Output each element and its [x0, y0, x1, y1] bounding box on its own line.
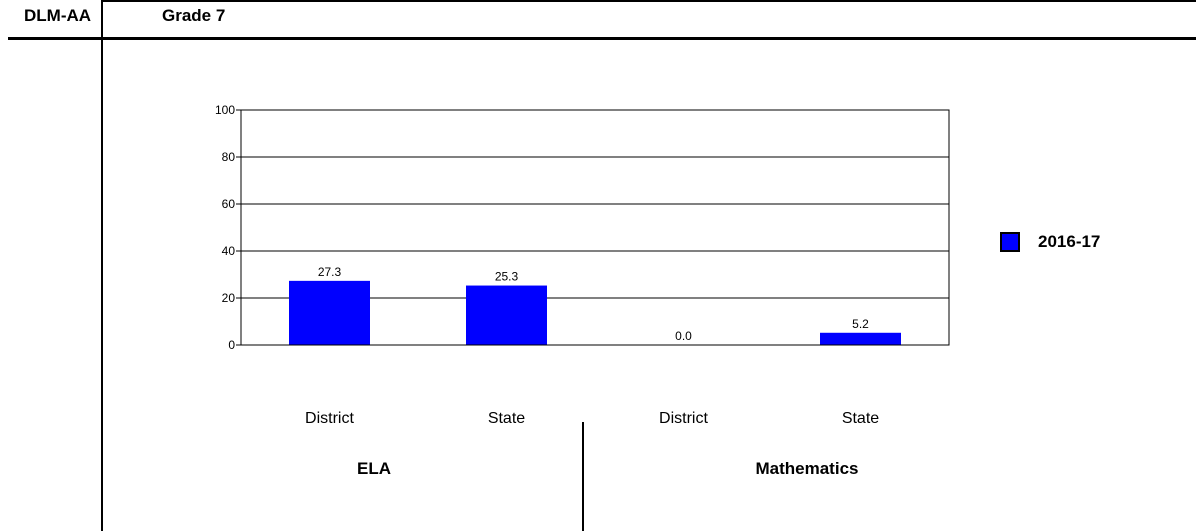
y-axis-ticks: 0 20 40 60 80 100 — [215, 103, 241, 352]
bar — [289, 280, 370, 345]
bar-value-label: 0.0 — [675, 329, 692, 343]
bar-value-label: 5.2 — [852, 317, 869, 331]
legend-label: 2016-17 — [1038, 232, 1101, 251]
bar-value-label: 25.3 — [495, 270, 519, 284]
y-tick-label: 0 — [228, 338, 235, 352]
category-labels: District State District State — [305, 410, 879, 427]
bar — [466, 285, 547, 345]
header-program-label: DLM-AA — [24, 6, 92, 25]
header-bottom-border — [8, 37, 1196, 40]
category-label: District — [305, 410, 354, 427]
bar — [820, 332, 901, 345]
category-label: State — [842, 410, 879, 427]
group-divider — [582, 422, 584, 531]
header-top-border — [101, 0, 1196, 2]
group-label-mathematics: Mathematics — [755, 459, 859, 478]
y-tick-label: 100 — [215, 103, 235, 117]
y-tick-label: 20 — [222, 291, 236, 305]
group-label-ela: ELA — [357, 459, 391, 478]
y-tick-label: 80 — [222, 150, 236, 164]
y-tick-label: 40 — [222, 244, 236, 258]
left-border — [101, 0, 103, 531]
header-grade-label: Grade 7 — [162, 6, 226, 25]
legend-swatch — [1000, 232, 1020, 252]
plot-area-border — [240, 109, 950, 346]
y-tick-label: 60 — [222, 197, 236, 211]
data-labels: 27.3 25.3 0.0 5.2 — [318, 265, 869, 343]
legend: 2016-17 — [1000, 232, 1100, 252]
category-label: District — [659, 410, 708, 427]
bars — [289, 280, 901, 345]
category-label: State — [488, 410, 525, 427]
bar-value-label: 27.3 — [318, 265, 342, 279]
